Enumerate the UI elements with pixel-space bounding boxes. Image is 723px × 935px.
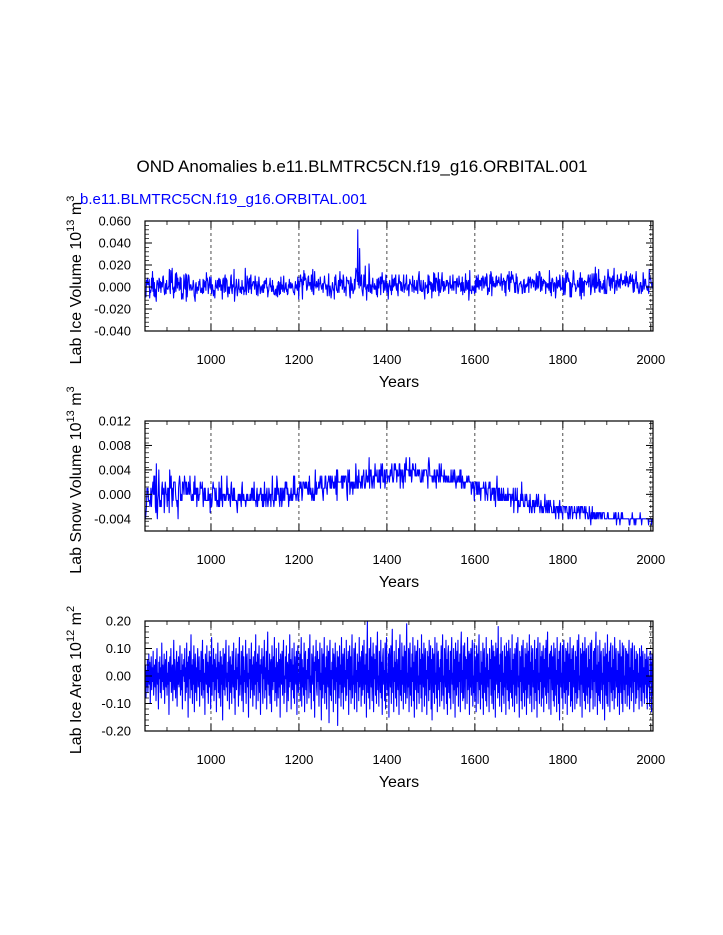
chart-panels: 1000 1200 1400 1600 1800 2000 -0.040 -0.020 0.00… — [65, 196, 665, 791]
y-axis-title: Lab Ice Volume 1013 m3 — [65, 196, 85, 365]
plot-frame — [144, 420, 654, 532]
y-axis-title-unit: m — [68, 392, 85, 410]
y-axis-title-unit-exponent: 3 — [65, 386, 77, 392]
x-tick-label: 1200 — [284, 352, 313, 367]
y-tick-label: -0.10 — [101, 696, 131, 711]
y-axis-title-main: Lab Ice Area 10 — [68, 642, 85, 754]
x-tick-label: 1600 — [460, 752, 489, 767]
y-axis-title-unit: m — [68, 202, 85, 220]
y-axis-title-unit-exponent: 3 — [65, 196, 77, 202]
y-tick-label: 0.012 — [98, 414, 131, 429]
y-tick-label: 0.000 — [98, 280, 131, 295]
x-tick-label: 1000 — [197, 552, 226, 567]
panel-2: 1000 1200 1400 1600 1800 2000 -0.004 0.000 0.004… — [65, 386, 665, 591]
x-tick-label: 1600 — [460, 552, 489, 567]
y-tick-label: -0.20 — [101, 724, 131, 739]
y-axis-title-exponent: 13 — [65, 220, 77, 232]
case-label: b.e11.BLMTRC5CN.f19_g16.ORBITAL.001 — [80, 191, 367, 208]
x-tick-label: 1000 — [197, 352, 226, 367]
y-tick-label: 0.00 — [106, 669, 131, 684]
y-tick-label: 0.20 — [106, 614, 131, 629]
y-axis-title: Lab Snow Volume 1013 m3 — [65, 386, 85, 573]
x-tick-label: 1200 — [284, 752, 313, 767]
figure-title: OND Anomalies b.e11.BLMTRC5CN.f19_g16.OR… — [136, 157, 587, 176]
plot-frame — [144, 220, 654, 332]
y-axis-title-unit: m — [68, 612, 85, 630]
x-tick-label: 1400 — [372, 752, 401, 767]
y-axis-title-exponent: 13 — [65, 410, 77, 422]
x-tick-label: 2000 — [636, 752, 665, 767]
x-tick-label: 1800 — [548, 352, 577, 367]
y-axis-title-main: Lab Snow Volume 10 — [68, 422, 85, 573]
y-tick-label: -0.020 — [94, 302, 131, 317]
panel-1: 1000 1200 1400 1600 1800 2000 -0.040 -0.020 0.00… — [65, 196, 665, 391]
x-tick-label: 2000 — [636, 552, 665, 567]
x-tick-label: 1400 — [372, 352, 401, 367]
panel-3: 1000 1200 1400 1600 1800 2000 -0.20 -0.10 0.00 0.… — [65, 606, 665, 791]
y-tick-label: 0.060 — [98, 214, 131, 229]
x-tick-label: 1000 — [197, 752, 226, 767]
y-tick-label: 0.004 — [98, 462, 131, 477]
x-tick-label: 2000 — [636, 352, 665, 367]
x-tick-label: 1800 — [548, 552, 577, 567]
y-tick-label: 0.008 — [98, 438, 131, 453]
x-tick-label: 1400 — [372, 552, 401, 567]
y-tick-label: 0.040 — [98, 236, 131, 251]
series-line — [144, 229, 654, 302]
y-axis-title-main: Lab Ice Volume 10 — [68, 232, 85, 365]
x-tick-label: 1800 — [548, 752, 577, 767]
x-axis-title: Years — [379, 574, 419, 591]
y-tick-label: 0.020 — [98, 258, 131, 273]
y-tick-label: 0.10 — [106, 641, 131, 656]
y-axis-title: Lab Ice Area 1012 m2 — [65, 606, 85, 754]
y-tick-label: 0.000 — [98, 487, 131, 502]
y-axis-title-exponent: 12 — [65, 630, 77, 642]
x-tick-label: 1600 — [460, 352, 489, 367]
x-axis-title: Years — [379, 774, 419, 791]
y-tick-label: -0.004 — [94, 511, 131, 526]
y-tick-label: -0.040 — [94, 324, 131, 339]
y-axis-title-unit-exponent: 2 — [65, 606, 77, 612]
x-axis-title: Years — [379, 374, 419, 391]
series-line — [144, 620, 654, 727]
x-tick-label: 1200 — [284, 552, 313, 567]
series-line — [144, 457, 654, 526]
